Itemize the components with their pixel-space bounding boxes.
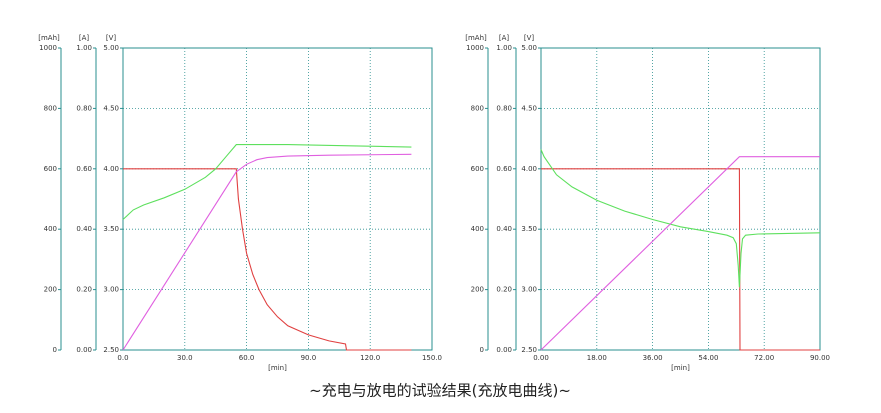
y-tick-label: 400 bbox=[471, 225, 484, 233]
y-tick-label: 0.00 bbox=[496, 346, 512, 354]
y-tick-label: 0.80 bbox=[496, 104, 512, 112]
x-axis-label: [min] bbox=[671, 364, 690, 372]
y-tick-label: 0 bbox=[53, 346, 57, 354]
y-tick-label: 600 bbox=[44, 165, 57, 173]
x-axis-label: [min] bbox=[268, 364, 287, 372]
y-tick-label: 2.50 bbox=[521, 346, 537, 354]
x-tick-label: 150.0 bbox=[422, 354, 442, 362]
x-tick-label: 0.0 bbox=[117, 354, 128, 362]
y-tick-label: 0.80 bbox=[76, 104, 92, 112]
y-tick-label: 600 bbox=[471, 165, 484, 173]
series-line bbox=[123, 168, 412, 351]
x-tick-label: 54.00 bbox=[698, 354, 718, 362]
y-axis-label: [A] bbox=[499, 34, 510, 42]
y-tick-label: 4.00 bbox=[521, 165, 537, 173]
x-tick-label: 36.00 bbox=[643, 354, 663, 362]
y-tick-label: 200 bbox=[471, 286, 484, 294]
y-axis-label: [A] bbox=[79, 34, 90, 42]
y-tick-label: 3.50 bbox=[103, 225, 119, 233]
series-line bbox=[122, 153, 412, 351]
plot-frame bbox=[540, 47, 821, 351]
x-tick-label: 90.0 bbox=[301, 354, 317, 362]
y-tick-label: 200 bbox=[44, 286, 57, 294]
y-tick-label: 800 bbox=[471, 104, 484, 112]
y-tick-label: 3.50 bbox=[521, 225, 537, 233]
y-tick-label: 0.60 bbox=[496, 165, 512, 173]
y-tick-label: 1.00 bbox=[496, 44, 512, 52]
y-tick-label: 1000 bbox=[466, 44, 484, 52]
y-tick-label: 0.20 bbox=[496, 286, 512, 294]
x-tick-label: 120.0 bbox=[360, 354, 380, 362]
y-tick-label: 4.50 bbox=[103, 104, 119, 112]
y-tick-label: 0.00 bbox=[76, 346, 92, 354]
x-tick-label: 0.00 bbox=[533, 354, 549, 362]
caption: ~充电与放电的试验结果(充放电曲线)~ bbox=[309, 382, 571, 400]
series-line bbox=[541, 168, 820, 351]
y-tick-label: 800 bbox=[44, 104, 57, 112]
x-tick-label: 18.00 bbox=[587, 354, 607, 362]
y-tick-label: 4.00 bbox=[103, 165, 119, 173]
y-tick-label: 0.40 bbox=[496, 225, 512, 233]
series-line bbox=[540, 149, 821, 288]
y-axis-label: [mAh] bbox=[38, 34, 60, 42]
x-tick-label: 60.0 bbox=[239, 354, 255, 362]
y-tick-label: 3.00 bbox=[521, 286, 537, 294]
series-line bbox=[540, 156, 820, 351]
y-tick-label: 3.00 bbox=[103, 286, 119, 294]
y-tick-label: 400 bbox=[44, 225, 57, 233]
series-line bbox=[122, 144, 412, 220]
y-tick-label: 4.50 bbox=[521, 104, 537, 112]
plot-frame bbox=[122, 47, 433, 351]
y-tick-label: 5.00 bbox=[521, 44, 537, 52]
y-tick-label: 0 bbox=[480, 346, 484, 354]
y-axis-label: [V] bbox=[524, 34, 535, 42]
y-axis-label: [V] bbox=[106, 34, 117, 42]
x-tick-label: 30.0 bbox=[177, 354, 193, 362]
x-tick-label: 72.00 bbox=[754, 354, 774, 362]
y-tick-label: 1.00 bbox=[76, 44, 92, 52]
y-tick-label: 5.00 bbox=[103, 44, 119, 52]
y-axis-label: [mAh] bbox=[465, 34, 487, 42]
x-tick-label: 90.00 bbox=[810, 354, 830, 362]
y-tick-label: 1000 bbox=[39, 44, 57, 52]
y-tick-label: 2.50 bbox=[103, 346, 119, 354]
y-tick-label: 0.60 bbox=[76, 165, 92, 173]
y-tick-label: 0.20 bbox=[76, 286, 92, 294]
y-tick-label: 0.40 bbox=[76, 225, 92, 233]
